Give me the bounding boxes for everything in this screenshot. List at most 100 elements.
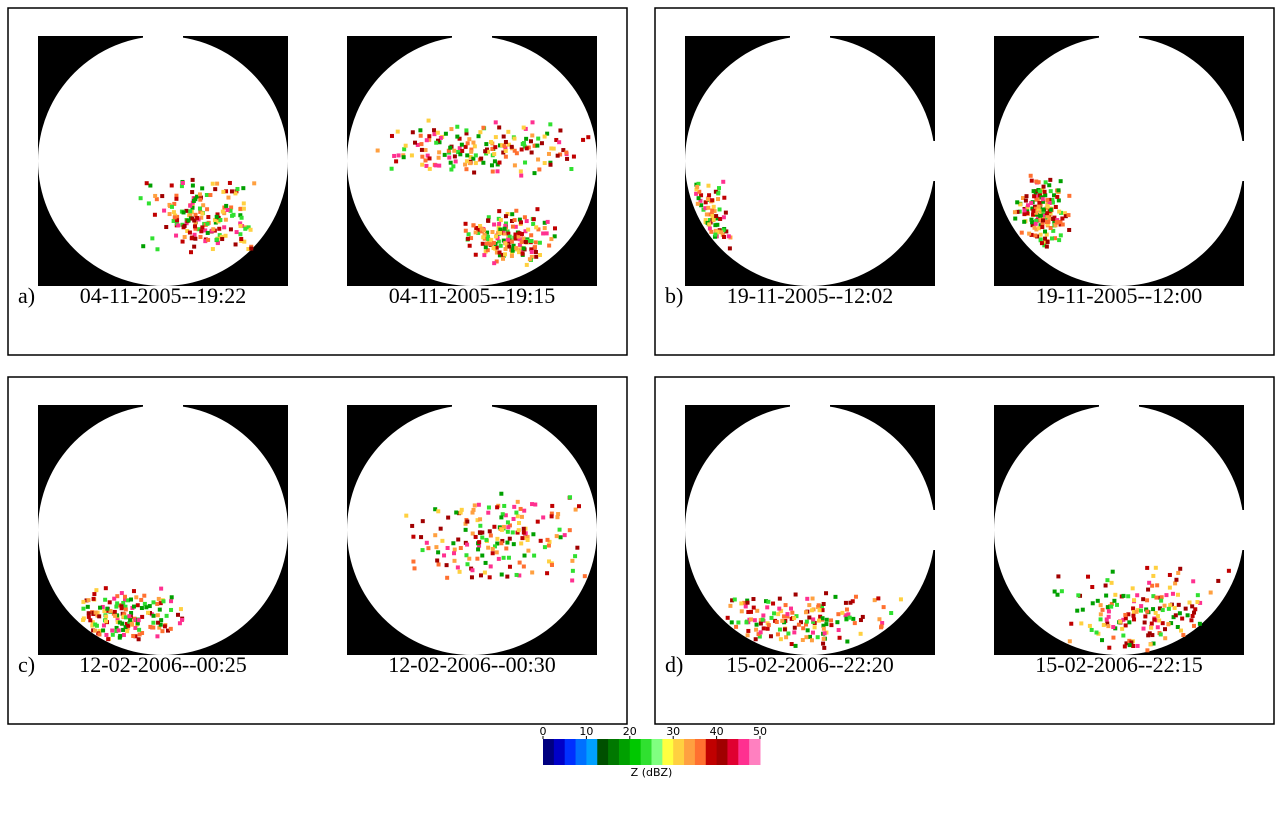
echo (740, 609, 744, 613)
echo (502, 556, 506, 560)
echo (492, 261, 496, 265)
echo (801, 626, 805, 630)
echo (506, 525, 510, 529)
echo (1044, 180, 1048, 184)
echo (205, 207, 209, 211)
echo (811, 631, 815, 635)
echo (1191, 579, 1195, 583)
echo (1173, 606, 1177, 610)
echo (1143, 620, 1147, 624)
echo (467, 557, 471, 561)
echo (744, 604, 748, 608)
echo (165, 614, 169, 618)
echo (520, 232, 524, 236)
echo (546, 538, 550, 542)
echo (536, 157, 540, 161)
echo (249, 247, 253, 251)
echo (1046, 204, 1050, 208)
echo (519, 507, 523, 511)
colorbar-segment (586, 739, 597, 765)
echo (1120, 627, 1124, 631)
echo (1150, 633, 1154, 637)
echo (1020, 231, 1024, 235)
echo (543, 545, 547, 549)
echo (534, 250, 538, 254)
echo (413, 566, 417, 570)
echo (1055, 195, 1059, 199)
echo (808, 635, 812, 639)
echo (556, 154, 560, 158)
echo (94, 588, 98, 592)
echo (233, 191, 237, 195)
echo (190, 217, 194, 221)
echo (92, 592, 96, 596)
echo (465, 543, 469, 547)
echo (851, 617, 855, 621)
echo (180, 618, 184, 622)
radar-notch (790, 405, 830, 415)
echo (1178, 611, 1182, 615)
echo (1111, 625, 1115, 629)
echo (1141, 597, 1145, 601)
echo (706, 197, 710, 201)
echo (547, 559, 551, 563)
echo (480, 536, 484, 540)
echo (124, 615, 128, 619)
echo (559, 535, 563, 539)
echo (706, 206, 710, 210)
echo (1168, 586, 1172, 590)
echo (131, 634, 135, 638)
echo (93, 623, 97, 627)
echo (243, 227, 247, 231)
echo (503, 227, 507, 231)
image-caption: 19-11-2005--12:02 (727, 283, 894, 308)
echo (1056, 574, 1060, 578)
echo (513, 163, 517, 167)
echo (449, 168, 453, 172)
echo (1059, 233, 1063, 237)
echo (751, 597, 755, 601)
echo (577, 504, 581, 508)
echo (198, 198, 202, 202)
echo (583, 574, 587, 578)
echo (789, 607, 793, 611)
echo (474, 153, 478, 157)
echo (534, 240, 538, 244)
panel-label: a) (18, 283, 35, 308)
echo (211, 227, 215, 231)
echo (514, 511, 518, 515)
echo (512, 505, 516, 509)
radar-image (38, 405, 288, 655)
echo (775, 620, 779, 624)
echo (1135, 610, 1139, 614)
echo (516, 514, 520, 518)
echo (198, 192, 202, 196)
echo (491, 551, 495, 555)
echo (195, 216, 199, 220)
colorbar-segment (641, 739, 652, 765)
echo (778, 628, 782, 632)
echo (170, 205, 174, 209)
echo (183, 235, 187, 239)
echo (557, 140, 561, 144)
colorbar-tick-label: 20 (623, 725, 637, 738)
echo (547, 244, 551, 248)
echo (1179, 629, 1183, 633)
echo (483, 149, 487, 153)
echo (835, 620, 839, 624)
echo (1043, 237, 1047, 241)
echo (117, 628, 121, 632)
echo (785, 612, 789, 616)
echo (120, 606, 124, 610)
radar-notch (452, 405, 492, 415)
echo (488, 529, 492, 533)
echo (215, 238, 219, 242)
echo (137, 628, 141, 632)
echo (533, 171, 537, 175)
echo (1111, 570, 1115, 574)
echo (520, 240, 524, 244)
colorbar-segment (684, 739, 695, 765)
echo (821, 642, 825, 646)
echo (776, 612, 780, 616)
figure: a)04-11-2005--19:2204-11-2005--19:15b)19… (0, 0, 1282, 816)
